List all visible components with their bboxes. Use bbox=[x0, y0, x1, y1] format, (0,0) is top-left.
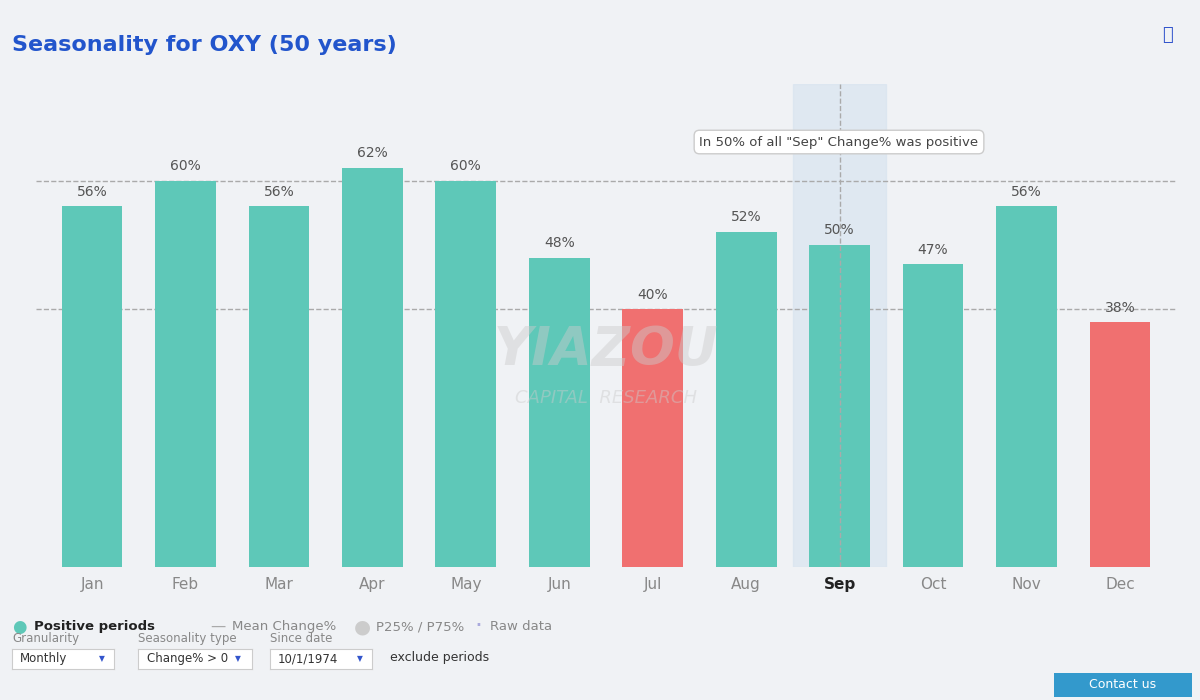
Text: 56%: 56% bbox=[77, 185, 108, 199]
Text: ·: · bbox=[474, 615, 482, 638]
Bar bbox=[155, 181, 216, 567]
Text: 62%: 62% bbox=[358, 146, 388, 160]
Text: Seasonality for OXY (50 years): Seasonality for OXY (50 years) bbox=[12, 35, 397, 55]
Text: Contact us: Contact us bbox=[1090, 678, 1156, 692]
Bar bbox=[715, 232, 776, 567]
Bar bbox=[902, 265, 964, 567]
Bar bbox=[436, 181, 497, 567]
Text: In 50% of all "Sep" Change% was positive: In 50% of all "Sep" Change% was positive bbox=[700, 136, 978, 148]
Text: ⤢: ⤢ bbox=[1162, 26, 1172, 44]
Text: Monthly: Monthly bbox=[20, 652, 67, 665]
Text: 48%: 48% bbox=[544, 236, 575, 250]
Bar bbox=[529, 258, 589, 567]
Bar bbox=[342, 168, 403, 567]
Text: ●: ● bbox=[354, 617, 371, 636]
Bar bbox=[793, 84, 887, 567]
Text: ▼: ▼ bbox=[235, 654, 241, 663]
Text: Change% > 0: Change% > 0 bbox=[148, 652, 228, 665]
Text: 56%: 56% bbox=[1012, 185, 1042, 199]
Text: YIAZOU: YIAZOU bbox=[493, 323, 719, 376]
Text: 10/1/1974: 10/1/1974 bbox=[278, 652, 338, 665]
Bar bbox=[1090, 322, 1151, 567]
Bar bbox=[623, 309, 683, 567]
Text: Mean Change%: Mean Change% bbox=[232, 620, 336, 633]
Text: 60%: 60% bbox=[170, 159, 200, 173]
Bar bbox=[809, 245, 870, 567]
Text: 38%: 38% bbox=[1104, 300, 1135, 314]
Text: 52%: 52% bbox=[731, 211, 762, 225]
Text: exclude periods: exclude periods bbox=[390, 652, 490, 664]
Text: —: — bbox=[210, 619, 226, 634]
Text: 40%: 40% bbox=[637, 288, 668, 302]
Bar bbox=[61, 206, 122, 567]
Text: 60%: 60% bbox=[450, 159, 481, 173]
Text: 47%: 47% bbox=[918, 243, 948, 257]
Text: Raw data: Raw data bbox=[490, 620, 552, 633]
Text: Granularity: Granularity bbox=[12, 632, 79, 645]
Text: ▼: ▼ bbox=[98, 654, 104, 663]
Text: Positive periods: Positive periods bbox=[34, 620, 155, 633]
Bar bbox=[996, 206, 1057, 567]
Text: CAPITAL  RESEARCH: CAPITAL RESEARCH bbox=[515, 389, 697, 407]
Bar bbox=[248, 206, 310, 567]
Text: P25% / P75%: P25% / P75% bbox=[376, 620, 464, 633]
Text: 56%: 56% bbox=[264, 185, 294, 199]
Text: ●: ● bbox=[12, 617, 26, 636]
Text: Since date: Since date bbox=[270, 632, 332, 645]
Text: Seasonality type: Seasonality type bbox=[138, 632, 236, 645]
Text: 50%: 50% bbox=[824, 223, 854, 237]
Text: ▼: ▼ bbox=[356, 654, 362, 663]
